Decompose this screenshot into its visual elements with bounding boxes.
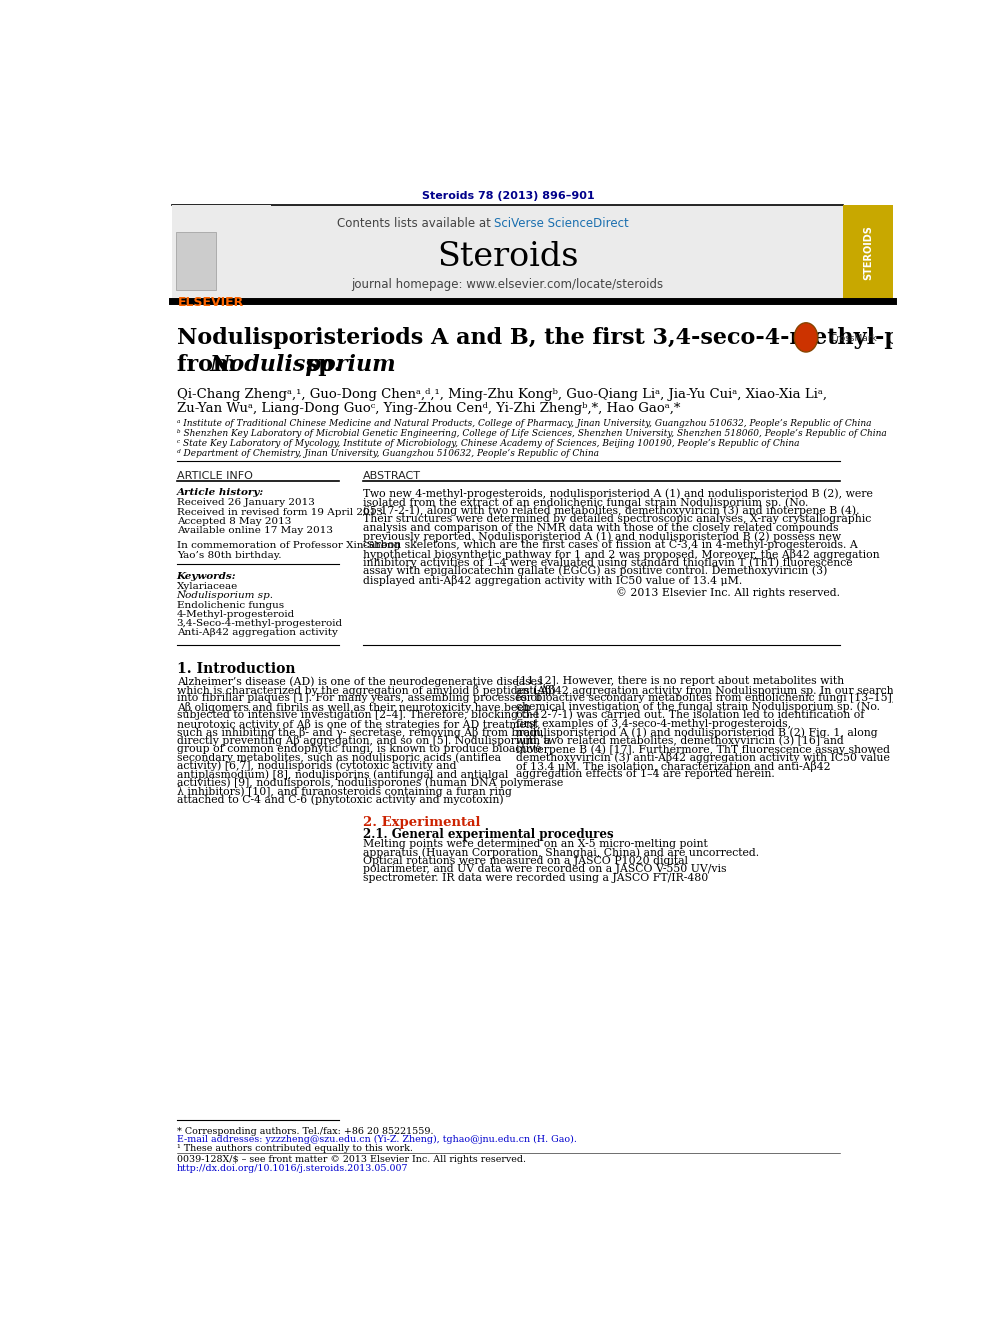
Text: Received in revised form 19 April 2013: Received in revised form 19 April 2013: [177, 508, 383, 516]
Text: neurotoxic activity of Aβ is one of the strategies for AD treatment,: neurotoxic activity of Aβ is one of the …: [177, 718, 541, 729]
Text: aggregation effects of 1–4 are reported herein.: aggregation effects of 1–4 are reported …: [516, 770, 775, 779]
Text: demethoxyviricin (3) anti-Aβ42 aggregation activity with IC50 value: demethoxyviricin (3) anti-Aβ42 aggregati…: [516, 753, 890, 763]
Text: 65-12-7-1) was carried out. The isolation led to identification of: 65-12-7-1) was carried out. The isolatio…: [516, 710, 864, 721]
Text: Nodulisporisteriods A and B, the first 3,4-seco-4-methyl-progesteroids: Nodulisporisteriods A and B, the first 3…: [177, 327, 992, 349]
Text: directly preventing Aβ aggregation, and so on [5]. Nodulisporium, a: directly preventing Aβ aggregation, and …: [177, 736, 550, 746]
Text: ᵈ Department of Chemistry, Jinan University, Guangzhou 510632, People’s Republic: ᵈ Department of Chemistry, Jinan Univers…: [177, 448, 599, 458]
Text: nodulisporisteriod A (1) and nodulisporisteriod B (2) Fig. 1, along: nodulisporisteriod A (1) and nodulispori…: [516, 728, 878, 738]
Text: Anti-Aβ42 aggregation activity: Anti-Aβ42 aggregation activity: [177, 628, 337, 638]
Text: group of common endophytic fungi, is known to produce bioactive: group of common endophytic fungi, is kno…: [177, 744, 542, 754]
Text: * Corresponding authors. Tel./fax: +86 20 85221559.: * Corresponding authors. Tel./fax: +86 2…: [177, 1127, 434, 1135]
Text: Article history:: Article history:: [177, 488, 264, 497]
Text: isolated from the extract of an endolichenic fungal strain Nodulisporium sp. (No: isolated from the extract of an endolich…: [363, 497, 808, 508]
Text: apparatus (Huayan Corporation, Shanghai, China) and are uncorrected.: apparatus (Huayan Corporation, Shanghai,…: [363, 847, 759, 857]
Text: Two new 4-methyl-progesteroids, nodulisporisteriod A (1) and nodulisporisteriod : Two new 4-methyl-progesteroids, nodulisp…: [363, 488, 873, 499]
Text: Alzheimer’s disease (AD) is one of the neurodegenerative diseases,: Alzheimer’s disease (AD) is one of the n…: [177, 676, 546, 687]
Text: ELSEVIER: ELSEVIER: [178, 296, 244, 308]
Text: attached to C-4 and C-6 (phytotoxic activity and mycotoxin): attached to C-4 and C-6 (phytotoxic acti…: [177, 795, 503, 806]
Text: into fibrillar plaques [1]. For many years, assembling processes of: into fibrillar plaques [1]. For many yea…: [177, 693, 541, 703]
Text: ᵃ Institute of Traditional Chinese Medicine and Natural Products, College of Pha: ᵃ Institute of Traditional Chinese Medic…: [177, 419, 871, 429]
Text: 0039-128X/$ – see front matter © 2013 Elsevier Inc. All rights reserved.: 0039-128X/$ – see front matter © 2013 El…: [177, 1155, 526, 1164]
Text: which is characterized by the aggregation of amyloid β peptides (Aβ): which is characterized by the aggregatio…: [177, 685, 556, 696]
Text: 1. Introduction: 1. Introduction: [177, 663, 296, 676]
Text: such as inhibiting the β- and γ- secretase, removing Aβ from brain,: such as inhibiting the β- and γ- secreta…: [177, 728, 544, 738]
Text: Available online 17 May 2013: Available online 17 May 2013: [177, 527, 332, 534]
Text: chemical investigation of the fungal strain Nodulisporium sp. (No.: chemical investigation of the fungal str…: [516, 701, 880, 712]
Text: Melting points were determined on an X-5 micro-melting point: Melting points were determined on an X-5…: [363, 839, 707, 848]
Text: Accepted 8 May 2013: Accepted 8 May 2013: [177, 517, 291, 525]
Text: Zu-Yan Wuᵃ, Liang-Dong Guoᶜ, Ying-Zhou Cenᵈ, Yi-Zhi Zhengᵇ,*, Hao Gaoᵃ,*: Zu-Yan Wuᵃ, Liang-Dong Guoᶜ, Ying-Zhou C…: [177, 402, 681, 415]
Bar: [843, 205, 893, 302]
Text: CrossMark: CrossMark: [831, 335, 878, 344]
Text: hypothetical biosynthetic pathway for 1 and 2 was proposed. Moreover, the Aβ42 a: hypothetical biosynthetic pathway for 1 …: [363, 549, 879, 560]
Text: journal homepage: www.elsevier.com/locate/steroids: journal homepage: www.elsevier.com/locat…: [351, 278, 664, 291]
Text: ¹ These authors contributed equally to this work.: ¹ These authors contributed equally to t…: [177, 1143, 413, 1152]
Text: Steroids: Steroids: [436, 241, 578, 273]
Text: carbon skeletons, which are the first cases of fission at C-3,4 in 4-methyl-prog: carbon skeletons, which are the first ca…: [363, 540, 857, 550]
Text: Nodulisporium sp.: Nodulisporium sp.: [177, 591, 274, 601]
Text: inhibitory activities of 1–4 were evaluated using standard thioflavin T (ThT) fl: inhibitory activities of 1–4 were evalua…: [363, 557, 852, 568]
Text: displayed anti-Aβ42 aggregation activity with IC50 value of 13.4 μM.: displayed anti-Aβ42 aggregation activity…: [363, 574, 742, 586]
Text: ARTICLE INFO: ARTICLE INFO: [177, 471, 253, 482]
Text: Aβ oligomers and fibrils as well as their neurotoxicity have been: Aβ oligomers and fibrils as well as thei…: [177, 701, 531, 713]
Text: inoterpene B (4) [17]. Furthermore, ThT fluorescence assay showed: inoterpene B (4) [17]. Furthermore, ThT …: [516, 744, 890, 754]
Bar: [789, 320, 823, 355]
Ellipse shape: [795, 323, 817, 352]
Text: ᶜ State Key Laboratory of Mycology, Institute of Microbiology, Chinese Academy o: ᶜ State Key Laboratory of Mycology, Inst…: [177, 439, 800, 448]
Text: E-mail addresses: yzzzheng@szu.edu.cn (Yi-Z. Zheng), tghao@jnu.edu.cn (H. Gao).: E-mail addresses: yzzzheng@szu.edu.cn (Y…: [177, 1135, 576, 1144]
Text: sp.: sp.: [299, 355, 342, 376]
Text: λ inhibitors) [10], and furanosteroids containing a furan ring: λ inhibitors) [10], and furanosteroids c…: [177, 786, 512, 798]
Text: for bioactive secondary metabolites from endolichenic fungi [13–15],: for bioactive secondary metabolites from…: [516, 693, 896, 703]
Text: Qi-Chang Zhengᵃ,¹, Guo-Dong Chenᵃ,ᵈ,¹, Ming-Zhu Kongᵇ, Guo-Qiang Liᵃ, Jia-Yu Cui: Qi-Chang Zhengᵃ,¹, Guo-Dong Chenᵃ,ᵈ,¹, M…: [177, 388, 826, 401]
Text: 4-Methyl-progesteroid: 4-Methyl-progesteroid: [177, 610, 295, 619]
Text: 2. Experimental: 2. Experimental: [363, 815, 480, 828]
Text: secondary metabolites, such as nodulisporic acids (antiflea: secondary metabolites, such as nodulispo…: [177, 753, 501, 763]
Text: Contents lists available at: Contents lists available at: [337, 217, 494, 229]
Text: Received 26 January 2013: Received 26 January 2013: [177, 499, 314, 507]
Bar: [172, 205, 271, 302]
Text: ᵇ Shenzhen Key Laboratory of Microbial Genetic Engineering, College of Life Scie: ᵇ Shenzhen Key Laboratory of Microbial G…: [177, 429, 887, 438]
Text: polarimeter, and UV data were recorded on a JASCO V-550 UV/vis: polarimeter, and UV data were recorded o…: [363, 864, 726, 875]
Text: with two related metabolites, demethoxyviricin (3) [16] and: with two related metabolites, demethoxyv…: [516, 736, 844, 746]
Text: assay with epigallocatechin gallate (EGCG) as positive control. Demethoxyviricin: assay with epigallocatechin gallate (EGC…: [363, 566, 827, 577]
Text: of 13.4 μM. The isolation, characterization and anti-Aβ42: of 13.4 μM. The isolation, characterizat…: [516, 761, 830, 771]
Bar: [176, 232, 216, 290]
Text: http://dx.doi.org/10.1016/j.steroids.2013.05.007: http://dx.doi.org/10.1016/j.steroids.201…: [177, 1164, 408, 1172]
Text: ABSTRACT: ABSTRACT: [363, 471, 421, 482]
Text: anti-Aβ42 aggregation activity from Nodulisporium sp. In our search: anti-Aβ42 aggregation activity from Nodu…: [516, 685, 894, 696]
Text: Xylariaceae: Xylariaceae: [177, 582, 238, 591]
Text: 2.1. General experimental procedures: 2.1. General experimental procedures: [363, 828, 613, 841]
Text: STEROIDS: STEROIDS: [863, 225, 873, 280]
Text: previously reported. Nodulisporisteriod A (1) and nodulisporisteriod B (2) posse: previously reported. Nodulisporisteriod …: [363, 532, 841, 542]
Text: Yao’s 80th birthday.: Yao’s 80th birthday.: [177, 550, 281, 560]
Text: Optical rotations were measured on a JASCO P1020 digital: Optical rotations were measured on a JAS…: [363, 856, 687, 865]
Text: Endolichenic fungus: Endolichenic fungus: [177, 601, 284, 610]
Text: In commemoration of Professor Xin-Sheng: In commemoration of Professor Xin-Sheng: [177, 541, 400, 550]
Text: activities) [9], nodulisporols, nodulisporones (human DNA polymerase: activities) [9], nodulisporols, nodulisp…: [177, 778, 562, 789]
Text: Keywords:: Keywords:: [177, 573, 236, 581]
Text: Steroids 78 (2013) 896–901: Steroids 78 (2013) 896–901: [422, 191, 595, 201]
Text: 3,4-Seco-4-methyl-progesteroid: 3,4-Seco-4-methyl-progesteroid: [177, 619, 343, 628]
Text: Their structures were determined by detailed spectroscopic analyses, X-ray cryst: Their structures were determined by deta…: [363, 515, 871, 524]
Text: © 2013 Elsevier Inc. All rights reserved.: © 2013 Elsevier Inc. All rights reserved…: [616, 587, 840, 598]
Text: subjected to intensive investigation [2–4]. Therefore, blocking the: subjected to intensive investigation [2–…: [177, 710, 539, 720]
Text: first examples of 3,4-seco-4-methyl-progesteroids,: first examples of 3,4-seco-4-methyl-prog…: [516, 718, 792, 729]
Text: from: from: [177, 355, 244, 376]
Text: [11,12]. However, there is no report about metabolites with: [11,12]. However, there is no report abo…: [516, 676, 844, 687]
Text: 65-17-2-1), along with two related metabolites, demethoxyviricin (3) and inoterp: 65-17-2-1), along with two related metab…: [363, 505, 859, 516]
Text: spectrometer. IR data were recorded using a JASCO FT/IR-480: spectrometer. IR data were recorded usin…: [363, 873, 708, 882]
Text: analysis and comparison of the NMR data with those of the closely related compou: analysis and comparison of the NMR data …: [363, 523, 838, 533]
Text: antiplasmodium) [8], nodulisporins (antifungal and antialgal: antiplasmodium) [8], nodulisporins (anti…: [177, 770, 508, 781]
Text: activity) [6,7], nodulisporids (cytotoxic activity and: activity) [6,7], nodulisporids (cytotoxi…: [177, 761, 456, 771]
Text: SciVerse ScienceDirect: SciVerse ScienceDirect: [494, 217, 629, 229]
Bar: [172, 205, 843, 302]
Text: Nodulisporium: Nodulisporium: [209, 355, 396, 376]
